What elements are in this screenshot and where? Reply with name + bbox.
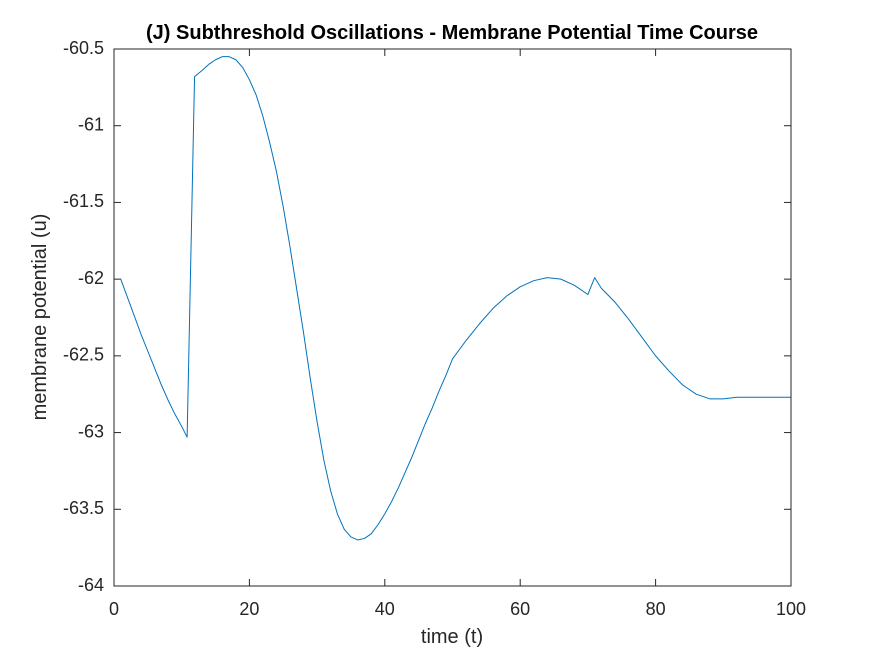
x-tick-label: 20 — [239, 599, 259, 619]
x-tick-label: 0 — [109, 599, 119, 619]
x-tick-label: 80 — [646, 599, 666, 619]
x-tick-label: 60 — [510, 599, 530, 619]
y-tick-label: -60.5 — [63, 38, 104, 58]
y-tick-label: -63 — [78, 421, 104, 441]
y-tick-label: -62.5 — [63, 345, 104, 365]
x-tick-label: 40 — [375, 599, 395, 619]
y-tick-label: -64 — [78, 575, 104, 595]
y-tick-label: -63.5 — [63, 498, 104, 518]
series-line-0 — [120, 56, 792, 541]
y-tick-label: -61 — [78, 114, 104, 134]
y-tick-label: -62 — [78, 268, 104, 288]
tick-labels: 0 20 40 60 80 100 -64 -63.5 -63 -62.5 -62 -61.5 -61 -… — [63, 38, 806, 619]
axes-box — [113, 48, 792, 587]
y-tick-label: -61.5 — [63, 191, 104, 211]
plot-area — [114, 49, 791, 586]
series-group — [120, 56, 792, 541]
chart-title: (J) Subthreshold Oscillations - Membrane… — [146, 22, 758, 44]
x-axis-label: time (t) — [421, 626, 483, 648]
x-tick-label: 100 — [776, 599, 806, 619]
y-axis-label: membrane potential (u) — [29, 214, 51, 421]
